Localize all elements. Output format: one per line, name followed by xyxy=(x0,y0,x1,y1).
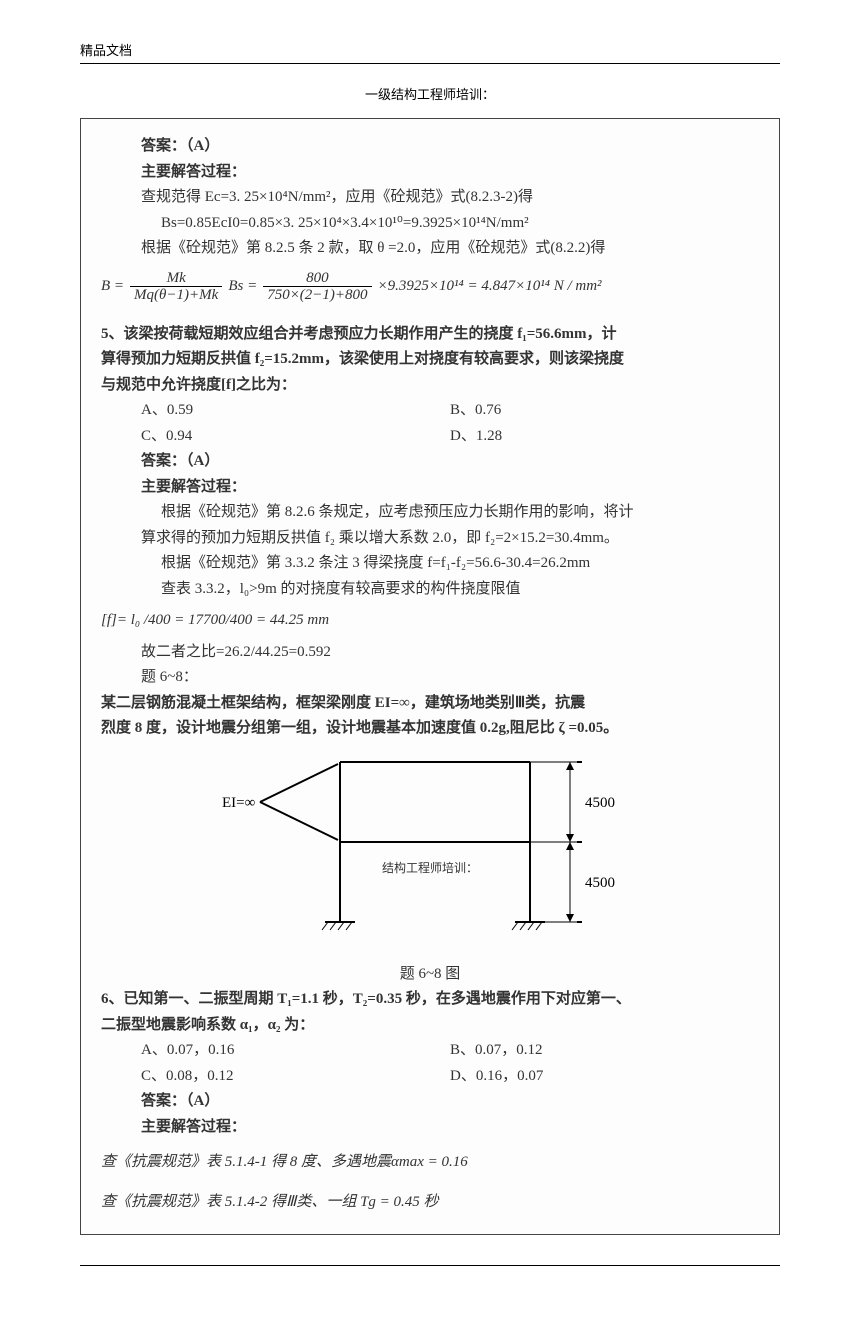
q5-stem1: 5、该梁按荷载短期效应组合并考虑预应力长期作用产生的挠度 f₁=56.6mm，计 xyxy=(101,322,759,348)
q5-p2: 算求得的预加力短期反拱值 f₂ 乘以增大系数 2.0，即 f₂=2×15.2=3… xyxy=(101,526,759,552)
support-right xyxy=(512,922,545,930)
q5-p1: 根据《砼规范》第 8.2.6 条规定，应考虑预压应力长期作用的影响，将计 xyxy=(101,500,759,526)
support-left xyxy=(322,922,355,930)
figure-frame: 结构工程师培训： EI=∞ xyxy=(101,752,759,952)
title-line: 一级结构工程师培训： xyxy=(80,84,780,103)
q5-answer: 答案：（A） xyxy=(101,449,759,475)
q6-p1: 查《抗震规范》表 5.1.4-1 得 8 度、多遇地震αmax = 0.16 xyxy=(101,1146,759,1180)
q5-eq: [f]= l₀ /400 = 17700/400 = 44.25 mm xyxy=(101,602,759,640)
frac2-num: 800 xyxy=(263,270,371,288)
q6-proc-title: 主要解答过程： xyxy=(101,1115,759,1141)
dim2: 4500 xyxy=(585,875,615,891)
watermark-text: 结构工程师培训： xyxy=(382,857,478,877)
q4-line2: Bs=0.85EcI0=0.85×3. 25×10⁴×3.4×10¹⁰=9.39… xyxy=(101,211,759,237)
frame-diagram: EI=∞ xyxy=(210,752,650,952)
q5-p5: 故二者之比=26.2/44.25=0.592 xyxy=(101,640,759,666)
q4-line3: 根据《砼规范》第 8.2.5 条 2 款，取 θ =2.0，应用《砼规范》式(8… xyxy=(101,236,759,262)
q6-optD: D、0.16，0.07 xyxy=(450,1064,759,1090)
q5-optA: A、0.59 xyxy=(141,398,450,424)
q6-stem1: 6、已知第一、二振型周期 T₁=1.1 秒，T₂=0.35 秒，在多遇地震作用下… xyxy=(101,987,759,1013)
formula-lhs: B = xyxy=(101,274,124,300)
q6-stem2: 二振型地震影响系数 α₁，α₂ 为： xyxy=(101,1013,759,1039)
dim1: 4500 xyxy=(585,795,615,811)
q6-p2: 查《抗震规范》表 5.1.4-2 得Ⅲ类、一组 Tg = 0.45 秒 xyxy=(101,1186,759,1220)
q68-l2: 烈度 8 度，设计地震分组第一组，设计地震基本加速度值 0.2g,阻尼比 ζ =… xyxy=(101,716,759,742)
frac2-den: 750×(2−1)+800 xyxy=(263,287,371,304)
formula-rhs: ×9.3925×10¹⁴ = 4.847×10¹⁴ N / mm² xyxy=(378,274,602,300)
q6-options-row2: C、0.08，0.12 D、0.16，0.07 xyxy=(101,1064,759,1090)
q4-line1: 查规范得 Ec=3. 25×10⁴N/mm²，应用《砼规范》式(8.2.3-2)… xyxy=(101,185,759,211)
frac2: 800 750×(2−1)+800 xyxy=(263,270,371,304)
q4-proc-title: 主要解答过程： xyxy=(101,160,759,186)
header-text: 精品文档 xyxy=(80,43,132,58)
figure-caption: 题 6~8 图 xyxy=(101,962,759,988)
q5-stem2: 算得预加力短期反拱值 f₂=15.2mm，该梁使用上对挠度有较高要求，则该梁挠度 xyxy=(101,347,759,373)
ei-label: EI=∞ xyxy=(222,795,255,811)
q5-options-row2: C、0.94 D、1.28 xyxy=(101,424,759,450)
q68-title: 题 6~8： xyxy=(101,665,759,691)
formula-B: B = Mk Mq(θ−1)+Mk Bs = 800 750×(2−1)+800… xyxy=(101,262,759,312)
frac1: Mk Mq(θ−1)+Mk xyxy=(130,270,222,304)
q6-optB: B、0.07，0.12 xyxy=(450,1038,759,1064)
footer-rule xyxy=(80,1265,780,1266)
q5-stem3: 与规范中允许挠度[f]之比为： xyxy=(101,373,759,399)
frac1-num: Mk xyxy=(130,270,222,288)
q4-answer: 答案：（A） xyxy=(101,134,759,160)
q6-options-row1: A、0.07，0.16 B、0.07，0.12 xyxy=(101,1038,759,1064)
q6-optC: C、0.08，0.12 xyxy=(141,1064,450,1090)
q68-l1: 某二层钢筋混凝土框架结构，框架梁刚度 EI=∞，建筑场地类别Ⅲ类，抗震 xyxy=(101,691,759,717)
formula-mid: Bs = xyxy=(228,274,257,300)
q5-optC: C、0.94 xyxy=(141,424,450,450)
q5-options-row1: A、0.59 B、0.76 xyxy=(101,398,759,424)
page: 精品文档 一级结构工程师培训： 答案：（A） 主要解答过程： 查规范得 Ec=3… xyxy=(0,0,860,1326)
page-header: 精品文档 xyxy=(80,40,780,64)
content-box: 答案：（A） 主要解答过程： 查规范得 Ec=3. 25×10⁴N/mm²，应用… xyxy=(80,118,780,1235)
q5-optD: D、1.28 xyxy=(450,424,759,450)
frac1-den: Mq(θ−1)+Mk xyxy=(130,287,222,304)
q5-proc-title: 主要解答过程： xyxy=(101,475,759,501)
q5-optB: B、0.76 xyxy=(450,398,759,424)
q5-p3: 根据《砼规范》第 3.3.2 条注 3 得梁挠度 f=f₁-f₂=56.6-30… xyxy=(101,551,759,577)
q6-optA: A、0.07，0.16 xyxy=(141,1038,450,1064)
q6-answer: 答案：（A） xyxy=(101,1089,759,1115)
q5-p4: 查表 3.3.2，l₀>9m 的对挠度有较高要求的构件挠度限值 xyxy=(101,577,759,603)
